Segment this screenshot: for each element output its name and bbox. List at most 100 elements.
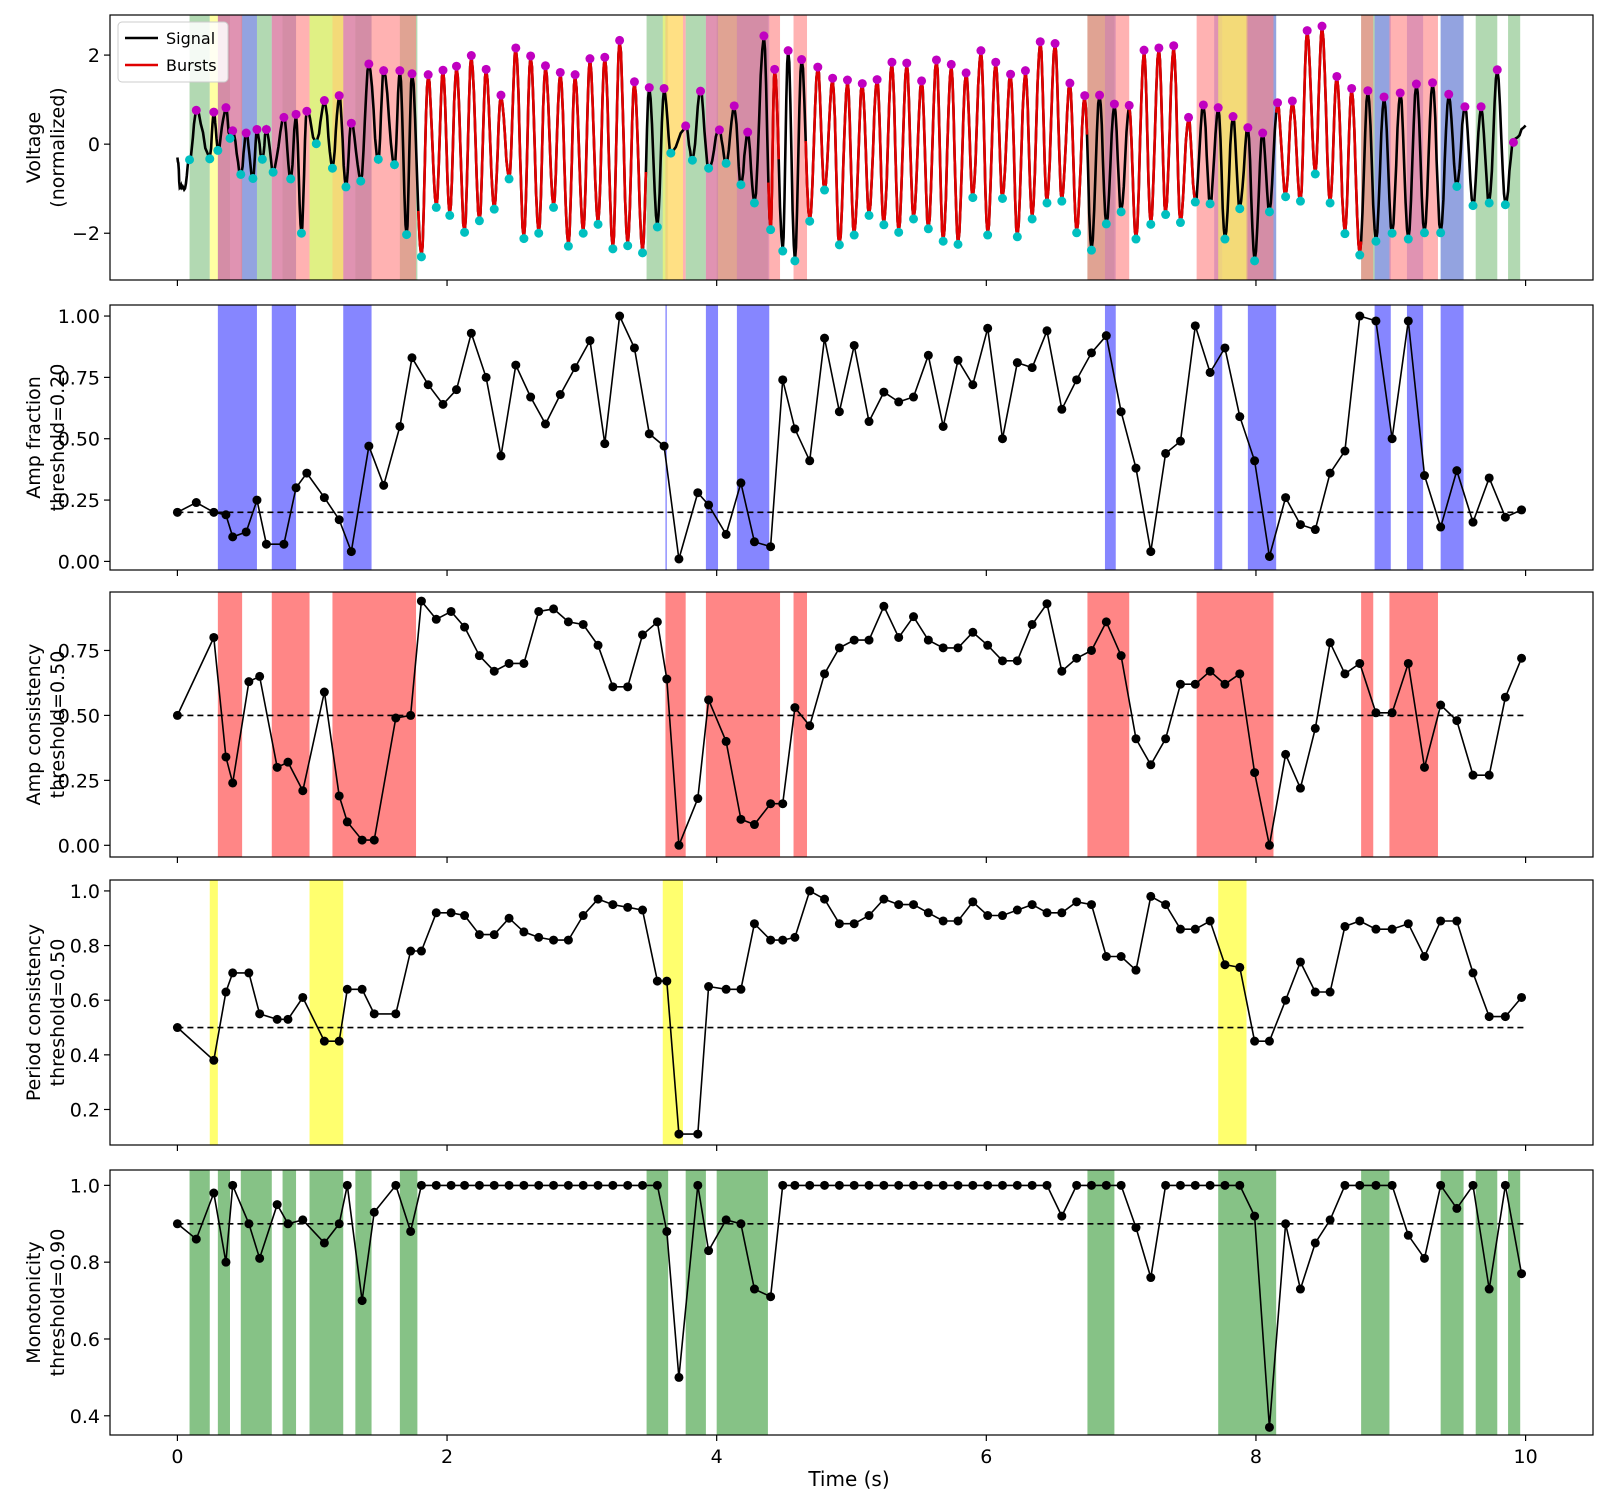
metric-point [1161,1180,1171,1190]
metric-point [593,894,603,904]
peak-marker [209,107,219,117]
metric-point [968,380,978,390]
peak-marker [1476,102,1486,112]
trough-marker [638,248,648,258]
metric-point [600,439,610,449]
trough-marker [1371,236,1381,246]
metric-point [1403,1230,1413,1240]
peak-marker [759,31,769,41]
metric-point [563,1180,573,1190]
peak-marker [1243,123,1253,133]
metric-point [1325,1215,1335,1225]
metric-point [364,441,374,451]
trough-marker [416,252,426,262]
trough-marker [519,234,529,244]
metric-point [1086,900,1096,910]
metric-point [938,916,948,926]
metric-point [1250,1211,1260,1221]
metric-point [221,987,231,997]
metric-point [1205,916,1215,926]
metric-point [849,635,859,645]
peak-marker [221,103,231,113]
peak-marker [629,77,639,87]
peak-marker [1169,41,1179,51]
peak-marker [334,91,344,101]
x-axis-label: Time (s) [807,1467,889,1491]
peak-marker [659,83,669,93]
peak-marker [1258,128,1268,138]
axes-frame [109,14,1594,281]
axes-frame [109,591,1594,858]
metric-point [953,643,963,653]
y-tick-label: 0.6 [70,1329,100,1351]
trough-marker [1101,219,1111,229]
metric-point [1146,760,1156,770]
trough-marker [1387,228,1397,238]
threshold-fail-band [217,305,257,570]
metric-point [431,614,441,624]
metric-point [357,1296,367,1306]
metric-point [578,911,588,921]
trough-marker [766,225,776,235]
metric-point [438,399,448,409]
criteria-fail-band [209,15,218,280]
metric-point [1484,1284,1494,1294]
peak-marker [1139,45,1149,55]
y-tick-label: 0.00 [58,835,100,857]
metric-point [241,527,251,537]
y-tick-label: 0.75 [58,367,100,389]
metric-point [369,1207,379,1217]
threshold-fail-band [1440,305,1464,570]
metric-point [693,1180,703,1190]
metric-point [1235,962,1245,972]
peak-marker [842,75,852,85]
trough-marker [953,239,963,249]
metric-point [1452,916,1462,926]
metric-point [864,911,874,921]
trough-marker [445,210,455,220]
trough-marker [1012,232,1022,242]
y-tick-label: 1.0 [70,1175,100,1197]
metric-point [652,617,662,627]
metric-point [302,468,312,478]
metric-point [1175,1180,1185,1190]
metric-point [864,1180,874,1190]
metric-point [1220,343,1230,353]
trough-marker [1250,256,1260,266]
peak-marker [931,55,941,65]
x-tick-label: 4 [711,1446,723,1468]
metric-point [446,1180,456,1190]
metric-point [369,1009,379,1019]
metric-point [1190,1180,1200,1190]
metric-point [1012,905,1022,915]
legend-label: Signal [166,29,215,48]
panel-content [176,15,1527,280]
trough-marker [504,174,514,184]
y-axis-label: Amp fraction threshold=0.20 [23,364,69,512]
peak-marker [857,79,867,89]
peak-marker [1302,26,1312,36]
metric-point [790,932,800,942]
metric-point [534,606,544,616]
metric-point [346,547,356,557]
metric-point [1355,311,1365,321]
threshold-fail-band [309,1170,344,1435]
threshold-fail-band [309,880,344,1145]
metric-point [1072,1180,1082,1190]
metric-point [864,635,874,645]
metric-point [997,911,1007,921]
metric-point [953,916,963,926]
metric-point [228,778,238,788]
metric-point [391,1180,401,1190]
metric-point [391,1009,401,1019]
metric-point [1310,525,1320,535]
metric-point [644,429,654,439]
trough-marker [213,145,223,155]
y-axis-label-line: Voltage [23,112,45,183]
metric-point [1116,651,1126,661]
threshold-fail-band [1440,1170,1464,1435]
metric-point [894,1180,904,1190]
metric-point [953,355,963,365]
metric-point [244,677,254,687]
metric-point [1264,1036,1274,1046]
